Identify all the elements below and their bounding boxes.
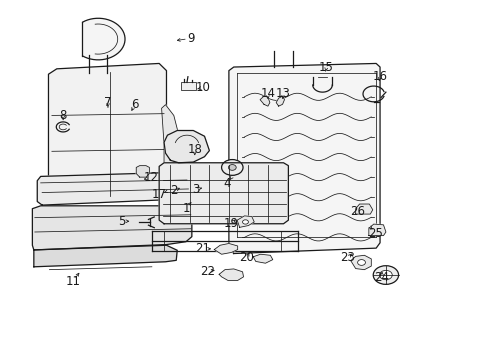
Text: 13: 13: [276, 87, 290, 100]
Polygon shape: [228, 63, 379, 253]
Polygon shape: [214, 243, 237, 254]
Polygon shape: [260, 96, 269, 106]
Polygon shape: [219, 269, 243, 280]
Text: 9: 9: [187, 32, 194, 45]
Polygon shape: [82, 18, 125, 60]
Polygon shape: [32, 206, 191, 250]
Polygon shape: [253, 254, 272, 263]
Polygon shape: [37, 172, 190, 205]
Polygon shape: [161, 105, 183, 194]
Polygon shape: [136, 166, 149, 177]
Polygon shape: [350, 255, 370, 270]
Polygon shape: [276, 96, 284, 106]
Text: 22: 22: [200, 265, 215, 278]
Text: 5: 5: [118, 215, 125, 228]
Text: 17: 17: [151, 188, 166, 201]
Polygon shape: [159, 163, 288, 224]
Text: 1: 1: [182, 202, 189, 215]
Text: 16: 16: [372, 69, 387, 82]
Text: 6: 6: [131, 98, 138, 111]
Text: 4: 4: [223, 177, 231, 190]
Circle shape: [372, 266, 398, 284]
Text: 26: 26: [349, 205, 365, 218]
Polygon shape: [368, 224, 385, 235]
Text: 11: 11: [65, 275, 80, 288]
FancyBboxPatch shape: [181, 82, 195, 90]
Polygon shape: [163, 131, 209, 163]
Text: 23: 23: [340, 251, 355, 264]
Text: 20: 20: [239, 251, 254, 264]
Text: 12: 12: [143, 171, 158, 184]
Circle shape: [228, 165, 236, 170]
Circle shape: [242, 220, 248, 224]
Polygon shape: [48, 63, 166, 202]
Text: 24: 24: [374, 271, 389, 284]
Text: 18: 18: [187, 143, 202, 156]
Polygon shape: [237, 216, 254, 227]
Text: 15: 15: [318, 60, 333, 73]
Circle shape: [357, 260, 365, 265]
Polygon shape: [355, 204, 372, 214]
Text: 21: 21: [195, 242, 210, 255]
Text: 19: 19: [223, 217, 238, 230]
Text: 2: 2: [170, 184, 177, 197]
Circle shape: [221, 159, 243, 175]
Text: 8: 8: [60, 109, 67, 122]
Text: 14: 14: [260, 87, 275, 100]
Text: 3: 3: [192, 183, 199, 196]
Circle shape: [379, 270, 391, 280]
Polygon shape: [34, 245, 177, 267]
Text: 7: 7: [104, 96, 111, 109]
Text: 10: 10: [195, 81, 210, 94]
Text: 25: 25: [367, 226, 382, 239]
